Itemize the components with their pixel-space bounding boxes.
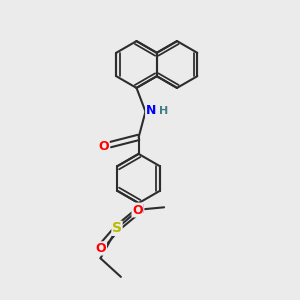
Text: H: H (160, 106, 169, 116)
Text: N: N (146, 104, 156, 118)
Text: S: S (112, 221, 122, 235)
Text: O: O (98, 140, 109, 153)
Text: N: N (134, 203, 144, 216)
Text: O: O (96, 242, 106, 255)
Text: O: O (132, 204, 143, 217)
